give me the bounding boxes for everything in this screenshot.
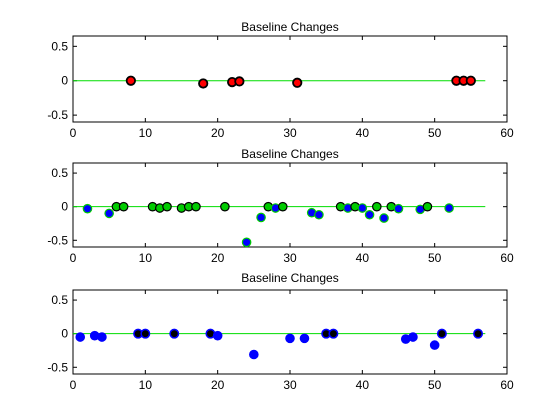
panel-2-point bbox=[104, 208, 114, 219]
panel-2-point bbox=[220, 201, 230, 212]
panel-1-ytick-label: -0.5 bbox=[47, 108, 68, 122]
panel-1-point bbox=[198, 78, 209, 89]
panel-2-xtick-label: 50 bbox=[428, 251, 442, 265]
panel-3-point bbox=[97, 332, 107, 342]
panel-2-ytick-label: 0 bbox=[61, 200, 68, 214]
panel-2-point bbox=[357, 203, 368, 213]
panel-3-xtick-label: 50 bbox=[428, 378, 442, 392]
panel-3-xtick-label: 20 bbox=[211, 378, 225, 392]
panel-2-point bbox=[191, 201, 201, 212]
panel-1-point bbox=[465, 75, 476, 86]
panel-1-xtick-label: 60 bbox=[500, 126, 514, 140]
panel-2-point bbox=[241, 237, 252, 248]
panel-3-xtick-label: 30 bbox=[283, 378, 297, 392]
panel-2-point bbox=[422, 201, 433, 212]
panel-2-xtick-label: 30 bbox=[283, 251, 297, 265]
panel-2-point bbox=[444, 203, 454, 213]
panel-3-ytick-label: 0.5 bbox=[51, 293, 68, 307]
panel-2-point bbox=[118, 201, 129, 212]
panel-1-ytick-label: 0.5 bbox=[51, 39, 68, 53]
panel-1-point bbox=[125, 75, 136, 86]
panel-3-point bbox=[436, 328, 447, 339]
panel-3-ytick-label: -0.5 bbox=[47, 360, 68, 374]
panel-3-point bbox=[285, 333, 295, 344]
panel-2-ytick-label: -0.5 bbox=[47, 233, 68, 247]
panel-3-point bbox=[212, 330, 223, 341]
panel-1-point bbox=[292, 77, 303, 88]
panel-2-xtick-label: 40 bbox=[356, 251, 370, 265]
panel-2-axes-box bbox=[72, 162, 508, 248]
panel-2-point bbox=[277, 201, 288, 212]
panel-1-xtick-label: 20 bbox=[211, 126, 225, 140]
panel-1-xtick-label: 50 bbox=[428, 126, 442, 140]
panel-2-point bbox=[162, 201, 172, 212]
panel-2-ytick-label: 0.5 bbox=[51, 166, 68, 180]
panel-1-axes-box bbox=[72, 35, 508, 123]
panel-2-point bbox=[371, 201, 382, 212]
panel-3-point bbox=[408, 332, 418, 342]
panel-3-xtick-label: 60 bbox=[500, 378, 514, 392]
panel-3-xtick-label: 40 bbox=[356, 378, 370, 392]
panel-2-point bbox=[314, 209, 324, 220]
panel-3-point bbox=[429, 340, 440, 350]
panel-3-point bbox=[140, 328, 151, 339]
panel-1-xtick-label: 0 bbox=[70, 126, 77, 140]
panel-2-point bbox=[379, 213, 389, 223]
panel-3-point bbox=[249, 349, 259, 360]
panel-3-point bbox=[299, 333, 310, 344]
panel-2-title: Baseline Changes bbox=[241, 147, 338, 161]
panel-3-point bbox=[75, 332, 86, 342]
panel-2-point bbox=[256, 212, 266, 223]
panel-3-point bbox=[169, 328, 180, 339]
panel-1-ytick-label: 0 bbox=[61, 74, 68, 88]
panel-2-point bbox=[364, 209, 375, 220]
panel-3-ytick-label: 0 bbox=[61, 327, 68, 341]
panel-3-title: Baseline Changes bbox=[241, 271, 338, 285]
panel-1-xtick-label: 40 bbox=[356, 126, 370, 140]
panel-3-xtick-label: 0 bbox=[70, 378, 77, 392]
panel-1-title: Baseline Changes bbox=[241, 20, 338, 34]
panel-2-xtick-label: 20 bbox=[211, 251, 225, 265]
panel-2-point bbox=[82, 203, 93, 214]
panel-2-xtick-label: 0 bbox=[70, 251, 77, 265]
panel-2-point bbox=[393, 203, 404, 214]
panel-2-xtick-label: 10 bbox=[139, 251, 153, 265]
panel-1-point bbox=[234, 76, 245, 87]
panel-1-xtick-label: 30 bbox=[283, 126, 297, 140]
panel-3-point bbox=[328, 328, 339, 339]
panel-3-xtick-label: 10 bbox=[139, 378, 153, 392]
panel-2-xtick-label: 60 bbox=[500, 251, 514, 265]
panel-3-point bbox=[473, 328, 484, 339]
panel-1-xtick-label: 10 bbox=[139, 126, 153, 140]
